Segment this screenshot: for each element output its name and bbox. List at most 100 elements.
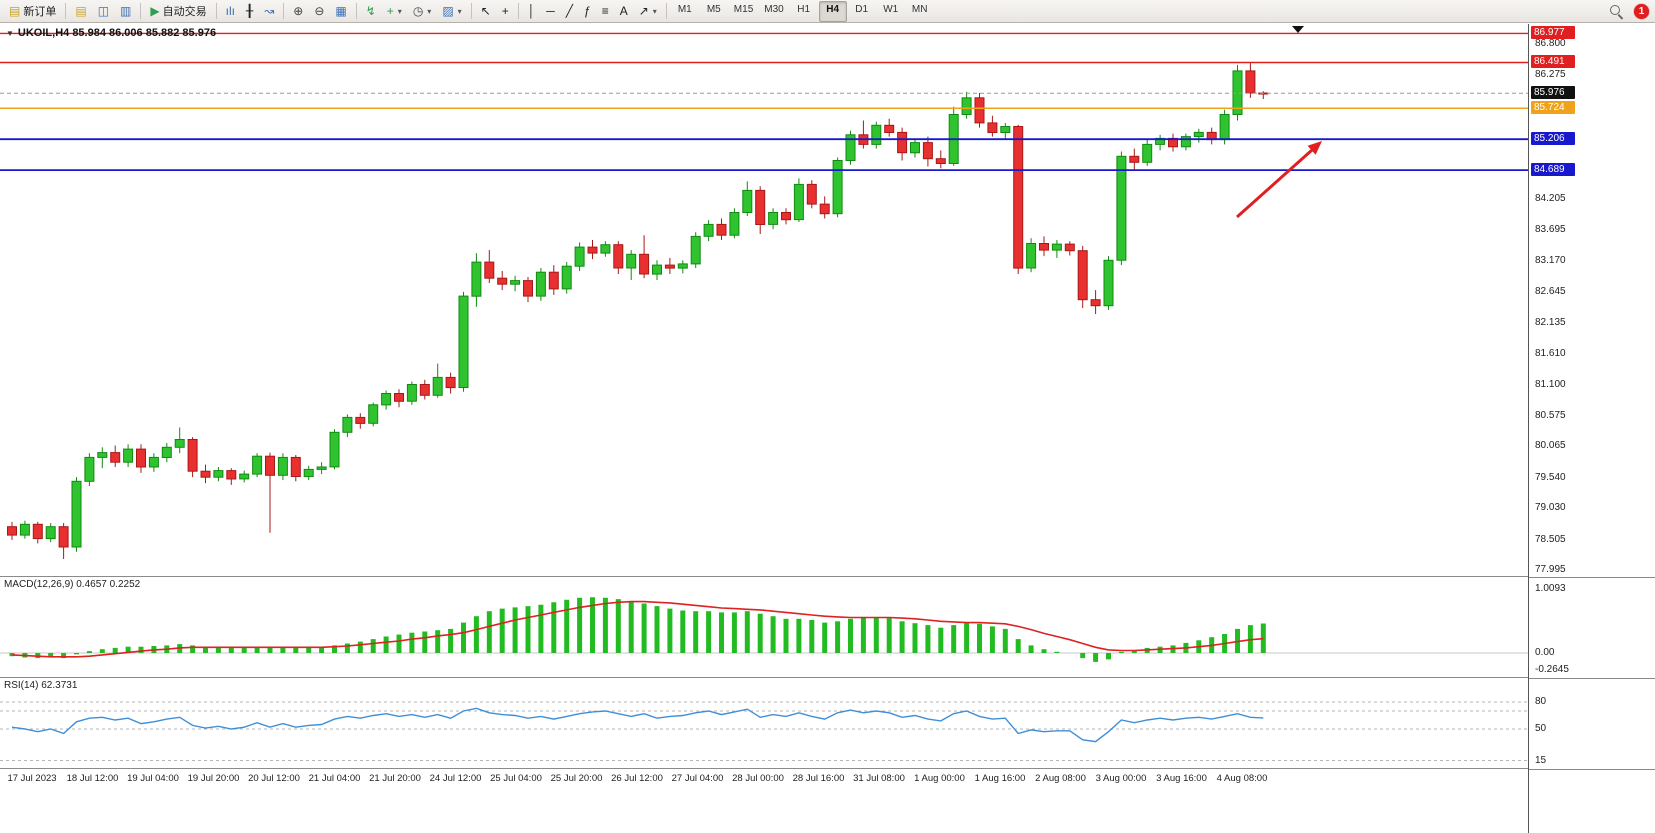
dropdown-arrow-icon[interactable]: ▾	[427, 6, 432, 16]
zoom-out-icon[interactable]: ⊖	[309, 0, 329, 23]
candle-body	[355, 416, 366, 424]
zoom-in-icon[interactable]: ⊕	[288, 0, 308, 23]
candle-body	[1051, 243, 1062, 251]
timeframe-m15-button[interactable]: M15	[733, 3, 754, 15]
timeframe-m1-button[interactable]: M1	[677, 3, 692, 15]
dropdown-arrow-icon[interactable]: ▾	[397, 6, 402, 16]
profiles-icon[interactable]: ▤	[70, 0, 91, 23]
candle-body	[432, 376, 443, 396]
add-indicator-icon: +	[386, 4, 394, 18]
cursor-icon[interactable]: ↖	[476, 0, 496, 23]
terminal-icon[interactable]: ▥	[115, 0, 136, 23]
axis-separator	[1529, 678, 1655, 679]
autotrade-icon: ▶	[150, 4, 160, 18]
time-label: 27 Jul 04:00	[671, 773, 724, 784]
price-tag-86.491[interactable]: 86.491	[1531, 55, 1575, 69]
price-tick: 84.205	[1535, 193, 1566, 205]
candle-body	[445, 376, 456, 389]
price-axis[interactable]: 86.800 86.275 84.205 83.695 83.170 82.645 82.1…	[1528, 24, 1655, 833]
price-tag-85.206[interactable]: 85.206	[1531, 132, 1575, 146]
profiles-icon: ▤	[75, 4, 87, 18]
time-axis[interactable]: 17 Jul 2023 18 Jul 12:00 19 Jul 04:00 19 Ju…	[0, 769, 1528, 793]
candlestick-chart-icon[interactable]: ╂	[241, 0, 258, 23]
periods-icon[interactable]: ◷ ▾	[408, 0, 437, 23]
candle-body	[806, 183, 817, 205]
timeframe-d1-button[interactable]: D1	[855, 3, 869, 15]
timeframe-mn-button[interactable]: MN	[911, 3, 928, 15]
price-tag-86.977[interactable]: 86.977	[1531, 26, 1575, 40]
time-label: 31 Jul 08:00	[853, 773, 905, 784]
macd-chart[interactable]	[0, 577, 1528, 677]
trend-arrow-head[interactable]	[1307, 141, 1322, 155]
scroll-anchor-icon[interactable]	[1292, 26, 1304, 33]
search-icon[interactable]	[1609, 4, 1624, 19]
candle-body	[742, 189, 753, 213]
time-label: 3 Aug 00:00	[1095, 773, 1147, 784]
timeframe-h4-button[interactable]: H4	[818, 0, 847, 22]
candle-body	[419, 384, 430, 396]
rsi-panel[interactable]: RSI(14) 62.3731	[0, 678, 1528, 769]
line-chart-icon[interactable]: ↝	[259, 0, 279, 23]
add-indicator-icon[interactable]: + ▾	[382, 0, 407, 23]
crosshair-icon: +	[501, 4, 509, 18]
candle-body	[342, 416, 353, 433]
timeframe-m5-button[interactable]: M5	[706, 3, 721, 15]
candle-body	[768, 212, 779, 225]
price-tick: 83.695	[1535, 223, 1566, 235]
arrows-icon[interactable]: ↗ ▾	[634, 0, 662, 23]
candle-body	[19, 523, 30, 536]
time-label: 25 Jul 04:00	[490, 773, 542, 784]
text-icon[interactable]: A	[615, 0, 633, 23]
new-order-button[interactable]: ▤ 新订单	[4, 0, 61, 23]
timeframe-w1-button[interactable]: W1	[883, 3, 899, 15]
candle-body	[84, 456, 95, 482]
timeframe-h1-button[interactable]: H1	[797, 3, 811, 15]
horizontal-line-icon: ─	[546, 4, 555, 18]
macd-tick: 1.0093	[1535, 583, 1566, 594]
time-label: 28 Jul 16:00	[792, 773, 845, 784]
price-tag-84.689[interactable]: 84.689	[1531, 163, 1575, 177]
time-label: 25 Jul 20:00	[550, 773, 603, 784]
candle-body	[961, 97, 972, 116]
timeframe-m30-button[interactable]: M30	[764, 3, 784, 15]
toolbar-separator	[140, 3, 142, 19]
plot-region: ▼ UKOIL,H4 85.984 86.006 85.882 85.976 M…	[0, 24, 1655, 833]
trendline-icon[interactable]: ╱	[561, 0, 578, 23]
periods-icon: ◷	[412, 4, 424, 18]
bar-chart-icon[interactable]: ılı	[221, 0, 240, 23]
market-watch-icon[interactable]: ◫	[93, 0, 114, 23]
rsi-tick: 50	[1535, 723, 1547, 735]
tile-windows-icon[interactable]: ▦	[330, 0, 351, 23]
line-chart-icon: ↝	[264, 4, 275, 18]
candlestick-chart[interactable]	[0, 24, 1528, 576]
candle-body	[252, 455, 263, 475]
horizontal-line-icon[interactable]: ─	[541, 0, 560, 23]
chart-dropdown-icon[interactable]: ▼	[6, 28, 14, 38]
candle-body	[1116, 155, 1127, 261]
dropdown-arrow-icon[interactable]: ▾	[457, 6, 462, 16]
fibonacci-icon[interactable]: ƒ	[579, 0, 596, 23]
zoom-in-icon: ⊕	[293, 4, 304, 18]
main-chart-panel[interactable]: ▼ UKOIL,H4 85.984 86.006 85.882 85.976	[0, 24, 1528, 577]
rsi-chart[interactable]	[0, 678, 1528, 768]
price-tag-85.724[interactable]: 85.724	[1531, 101, 1575, 115]
crosshair-icon[interactable]: +	[497, 0, 514, 23]
channel-icon: ≡	[601, 4, 609, 18]
indicators-icon[interactable]: ↯	[361, 0, 381, 23]
candle-body	[458, 295, 469, 389]
autotrade-button[interactable]: ▶ 自动交易	[145, 0, 211, 23]
notification-badge[interactable]: 1	[1634, 3, 1649, 19]
templates-icon[interactable]: ▨ ▾	[437, 0, 466, 23]
channel-icon[interactable]: ≡	[597, 0, 614, 23]
new-order-icon: ▤	[9, 4, 21, 18]
vertical-line-icon[interactable]: │	[523, 0, 541, 23]
candle-body	[1245, 70, 1256, 94]
rsi-tick: 15	[1535, 754, 1547, 766]
macd-panel[interactable]: MACD(12,26,9) 0.4657 0.2252	[0, 577, 1528, 678]
price-tag-85.976[interactable]: 85.976	[1531, 86, 1575, 100]
candle-body	[1142, 143, 1153, 163]
trend-arrow-shaft[interactable]	[1236, 148, 1313, 219]
toolbar-separator	[65, 3, 67, 19]
dropdown-arrow-icon[interactable]: ▾	[652, 6, 657, 16]
axis-separator	[1529, 577, 1655, 578]
